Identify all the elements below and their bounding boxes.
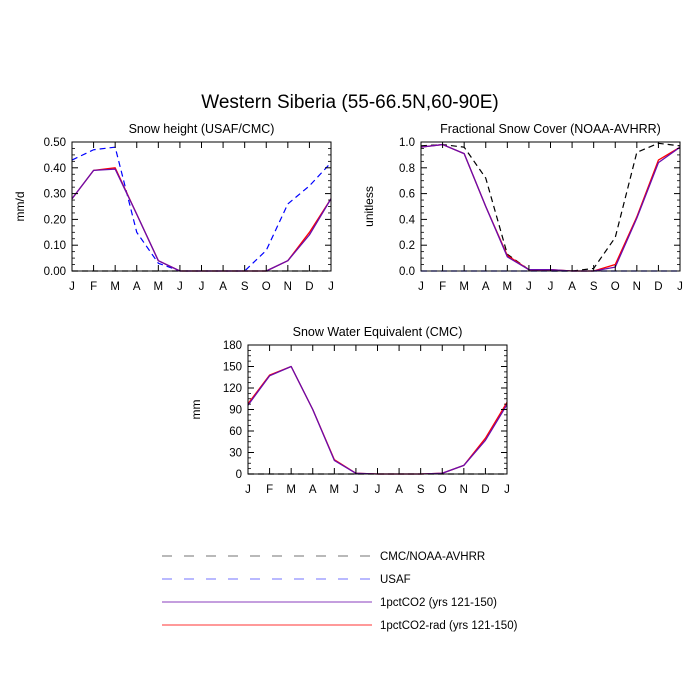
y-tick-label: 0.6 xyxy=(399,189,415,201)
series-line xyxy=(247,365,508,475)
x-tick-label: S xyxy=(590,281,598,293)
x-tick-label: S xyxy=(417,484,425,496)
y-tick-label: 150 xyxy=(223,362,242,374)
y-tick-label: 0.4 xyxy=(399,214,416,226)
y-tick-label: 180 xyxy=(223,340,242,352)
x-tick-label: J xyxy=(375,484,381,496)
x-tick-label: J xyxy=(245,484,251,496)
y-tick-label: 0.0 xyxy=(399,266,415,278)
x-tick-label: F xyxy=(90,281,97,293)
x-tick-label: A xyxy=(395,484,403,496)
y-tick-label: 0.8 xyxy=(399,163,415,175)
y-tick-label: 0.10 xyxy=(44,240,66,252)
series-line xyxy=(247,365,508,475)
legend-label: CMC/NOAA-AVHRR xyxy=(380,551,485,563)
x-tick-label: O xyxy=(438,484,447,496)
x-tick-label: O xyxy=(262,281,271,293)
panel-title: Snow Water Equivalent (CMC) xyxy=(293,325,463,339)
x-tick-label: J xyxy=(69,281,75,293)
x-tick-label: J xyxy=(353,484,359,496)
x-tick-label: A xyxy=(219,281,227,293)
x-tick-label: A xyxy=(133,281,141,293)
x-tick-label: F xyxy=(439,281,446,293)
x-tick-label: A xyxy=(482,281,490,293)
series-line xyxy=(71,146,332,272)
x-tick-label: M xyxy=(110,281,120,293)
x-tick-label: F xyxy=(266,484,273,496)
x-tick-label: J xyxy=(418,281,424,293)
legend-label: USAF xyxy=(380,574,411,586)
x-tick-label: M xyxy=(286,484,296,496)
x-tick-label: D xyxy=(481,484,489,496)
y-tick-label: 0 xyxy=(236,469,242,481)
x-tick-label: J xyxy=(504,484,510,496)
x-tick-label: D xyxy=(305,281,313,293)
x-tick-label: A xyxy=(568,281,576,293)
panel-title: Snow height (USAF/CMC) xyxy=(129,122,275,136)
panel-title: Fractional Snow Cover (NOAA-AVHRR) xyxy=(440,122,661,136)
y-tick-label: 90 xyxy=(229,405,242,417)
x-tick-label: M xyxy=(154,281,164,293)
y-axis-label: unitless xyxy=(362,186,376,227)
x-tick-label: J xyxy=(677,281,683,293)
y-tick-label: 0.50 xyxy=(44,137,66,149)
y-tick-label: 0.30 xyxy=(44,189,66,201)
x-tick-label: M xyxy=(330,484,340,496)
x-tick-label: J xyxy=(199,281,205,293)
y-tick-label: 0.00 xyxy=(44,266,66,278)
y-tick-label: 120 xyxy=(223,383,242,395)
plot-frame xyxy=(71,141,332,272)
figure-title: Western Siberia (55-66.5N,60-90E) xyxy=(201,92,498,113)
panel-2: Snow Water Equivalent (CMC) 0 30 60 90 120 150… xyxy=(189,325,510,496)
y-tick-label: 60 xyxy=(229,426,242,438)
y-tick-label: 0.20 xyxy=(44,214,66,226)
x-tick-label: M xyxy=(503,281,513,293)
x-tick-label: O xyxy=(611,281,620,293)
x-tick-label: J xyxy=(328,281,334,293)
y-axis-label: mm/d xyxy=(13,192,27,222)
y-tick-label: 1.0 xyxy=(399,137,415,149)
series-line xyxy=(420,143,681,272)
x-tick-label: N xyxy=(633,281,641,293)
x-tick-label: J xyxy=(548,281,554,293)
panel-1: Fractional Snow Cover (NOAA-AVHRR) 0.0 0.2… xyxy=(362,122,683,293)
x-tick-label: N xyxy=(460,484,468,496)
legend-label: 1pctCO2-rad (yrs 121-150) xyxy=(380,620,518,632)
x-tick-label: A xyxy=(309,484,317,496)
plot-frame xyxy=(247,344,508,475)
series-line xyxy=(71,168,332,272)
x-tick-label: S xyxy=(241,281,249,293)
x-tick-label: N xyxy=(284,281,292,293)
y-tick-label: 0.40 xyxy=(44,163,66,175)
panel-0: Snow height (USAF/CMC) 0.00 0.10 0.20 0.30 0.… xyxy=(13,122,334,293)
legend: CMC/NOAA-AVHRR USAF 1pctCO2 (yrs 121-150) 1… xyxy=(162,551,518,632)
x-tick-label: M xyxy=(459,281,469,293)
y-tick-label: 0.2 xyxy=(399,240,415,252)
legend-label: 1pctCO2 (yrs 121-150) xyxy=(380,597,497,609)
y-tick-label: 30 xyxy=(229,448,242,460)
x-tick-label: J xyxy=(177,281,183,293)
y-axis-label: mm xyxy=(189,400,203,420)
x-tick-label: J xyxy=(526,281,532,293)
x-tick-label: D xyxy=(654,281,662,293)
